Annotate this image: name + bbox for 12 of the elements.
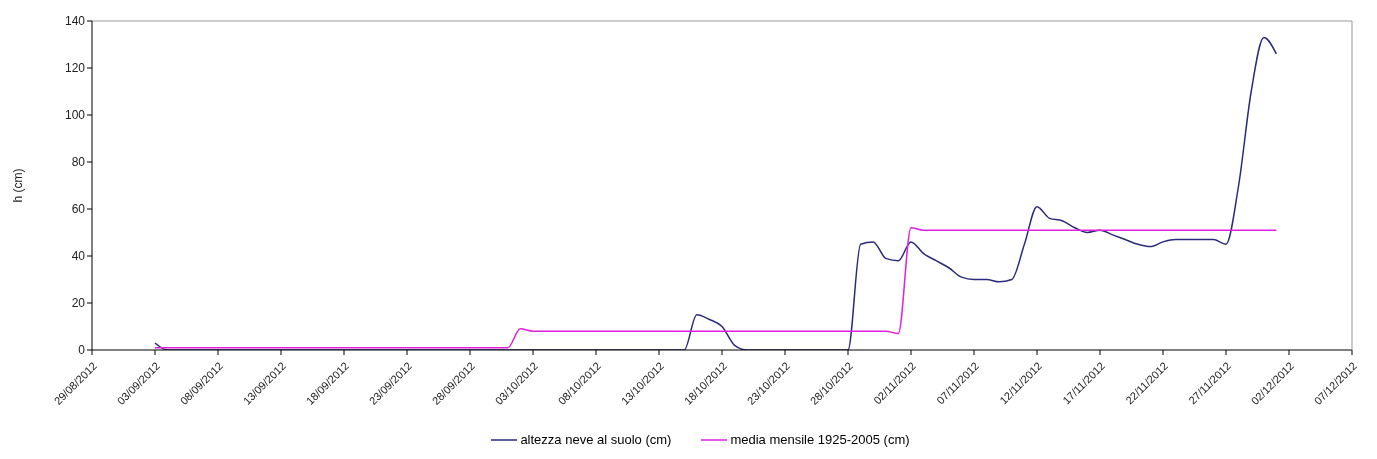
y-tick-label: 100 — [64, 108, 86, 123]
y-axis-title: h (cm) — [11, 168, 26, 203]
y-tick-label: 40 — [71, 249, 86, 264]
y-tick-label: 140 — [64, 14, 86, 29]
legend-label: altezza neve al suolo (cm) — [520, 432, 672, 447]
y-tick-label: 60 — [71, 202, 86, 217]
y-tick-label: 120 — [64, 61, 86, 76]
y-tick-label: 80 — [71, 155, 86, 170]
y-tick-label: 20 — [71, 296, 86, 311]
y-tick-label: 0 — [78, 343, 86, 358]
line-series — [154, 227, 1278, 349]
legend-label: media mensile 1925-2005 (cm) — [730, 432, 910, 447]
